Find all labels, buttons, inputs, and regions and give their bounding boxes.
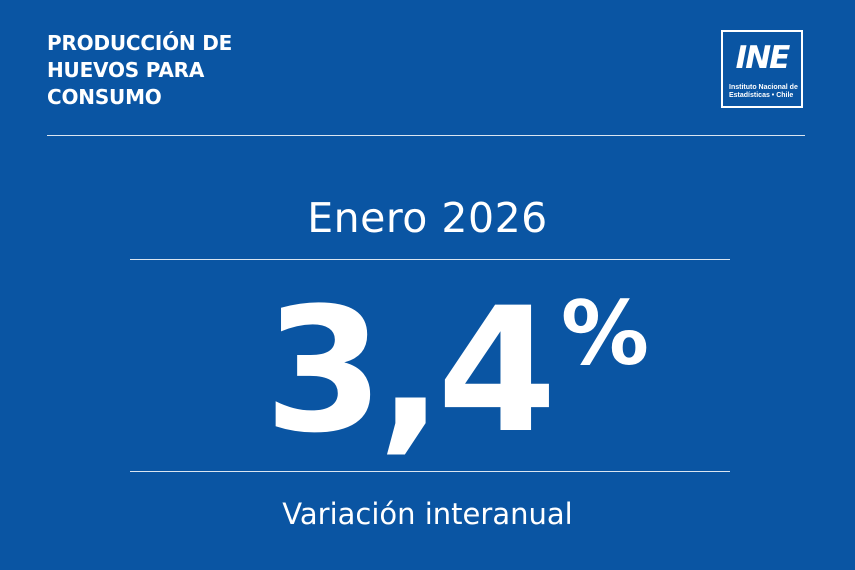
logo-subtitle-line-2: Estadísticas • Chile (729, 92, 794, 99)
indicator-caption: Variación interanual (282, 497, 573, 531)
title-line-3: CONSUMO (47, 85, 162, 109)
top-divider (47, 135, 805, 136)
period-label: Enero 2026 (307, 194, 548, 242)
logo-mark: INE (735, 40, 791, 76)
indicator: 3,4% (0, 276, 855, 466)
logo-subtitle: Instituto Nacional de Estadísticas • Chi… (729, 84, 799, 100)
page-title: PRODUCCIÓN DE HUEVOS PARA CONSUMO (47, 30, 347, 111)
indicator-unit: % (560, 282, 650, 385)
ine-logo: INE Instituto Nacional de Estadísticas •… (721, 30, 803, 108)
bottom-divider (130, 471, 730, 472)
title-line-2: HUEVOS PARA (47, 58, 205, 82)
logo-subtitle-line-1: Instituto Nacional de (729, 84, 798, 91)
indicator-value: 3,4% (264, 276, 649, 466)
title-line-1: PRODUCCIÓN DE (47, 31, 233, 55)
indicator-number: 3,4 (264, 270, 557, 471)
middle-divider (130, 259, 730, 260)
